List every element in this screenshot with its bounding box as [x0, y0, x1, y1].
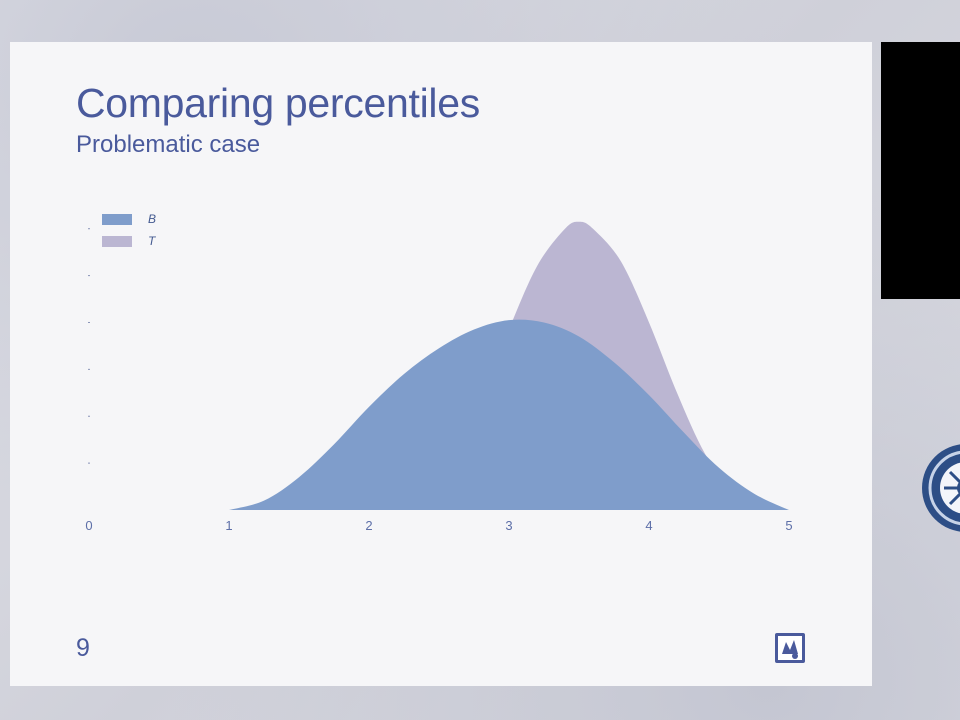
x-tick-label-3: 3 [505, 518, 512, 533]
y-tick-mark-1 [88, 415, 90, 417]
y-tick-mark-5 [88, 228, 90, 230]
legend-swatch-B [102, 214, 132, 225]
y-tick-mark-4 [88, 275, 90, 277]
legend-label-T: T [148, 234, 157, 248]
x-tick-label-5: 5 [785, 518, 792, 533]
slide-title: Comparing percentiles [76, 80, 480, 126]
y-tick-mark-0 [88, 462, 90, 464]
x-tick-label-4: 4 [645, 518, 652, 533]
y-tick-marks [88, 228, 90, 464]
legend-label-B: B [148, 212, 156, 226]
x-axis-ticks: 0 1 2 3 4 5 [85, 518, 792, 533]
slide: Comparing percentiles Problematic case 0… [10, 42, 872, 686]
x-tick-label-2: 2 [365, 518, 372, 533]
distribution-chart: 0 1 2 3 4 5 B T [85, 212, 792, 533]
x-tick-label-1: 1 [225, 518, 232, 533]
logo-badge-icon [775, 633, 805, 663]
y-tick-mark-2 [88, 368, 90, 370]
x-tick-label-0: 0 [85, 518, 92, 533]
video-panel [881, 42, 960, 299]
slide-subtitle: Problematic case [76, 131, 261, 158]
seal-icon [922, 444, 960, 532]
legend-swatch-T [102, 236, 132, 247]
page-number: 9 [76, 634, 90, 662]
y-tick-mark-3 [88, 321, 90, 323]
series-B-area [229, 319, 789, 510]
legend: B T [102, 212, 157, 248]
